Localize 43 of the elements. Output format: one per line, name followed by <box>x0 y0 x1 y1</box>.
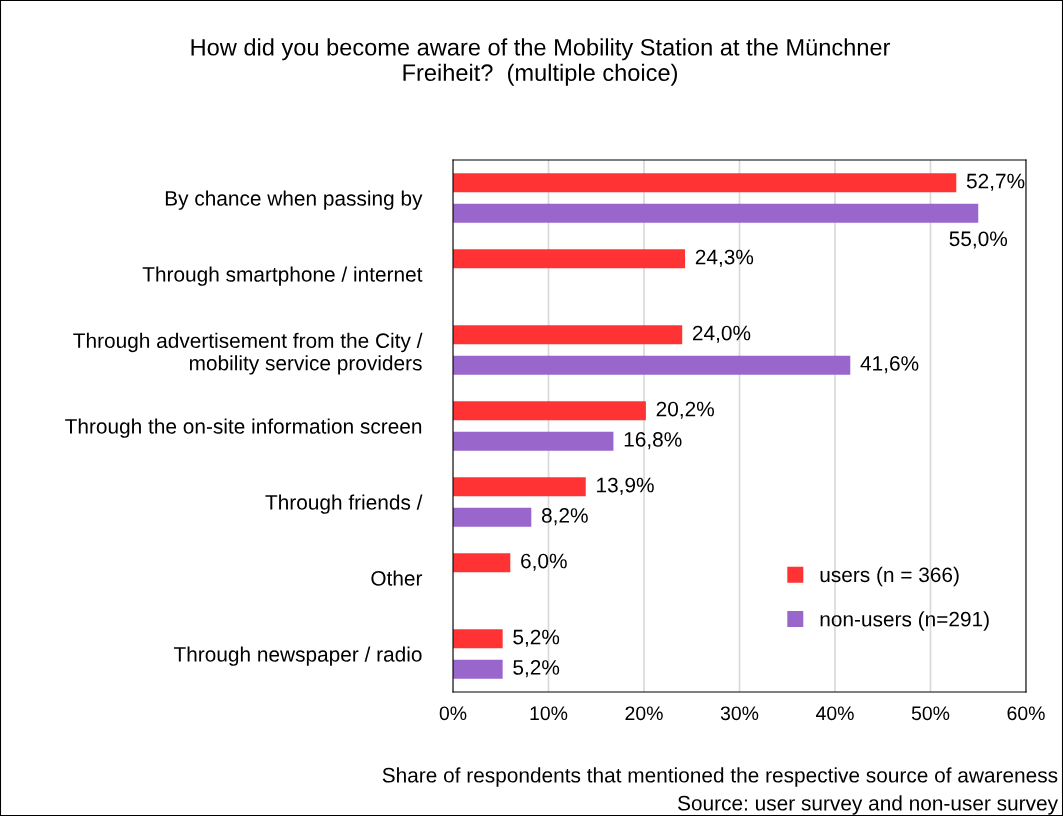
text: Share of respondents that mentioned the respective source of awareness <box>382 767 1058 787</box>
x-tick-label: 20% <box>625 706 663 721</box>
data-label: 41,6% <box>860 356 919 374</box>
chart-title: How did you become aware of the Mobility Station at the Münchner Freiheit? (multiple choice) <box>191 38 891 86</box>
bar <box>453 477 586 497</box>
data-label: 6,0% <box>521 553 567 571</box>
y-tick-label: By chance when passing by <box>165 190 423 210</box>
bar <box>453 173 957 193</box>
bar <box>453 249 686 269</box>
bar <box>453 355 851 375</box>
x-tick-label: 0% <box>439 706 467 721</box>
bar <box>453 325 683 345</box>
legend-label: non-users (n=291) <box>820 611 989 631</box>
x-tick-label: 60% <box>1007 706 1045 721</box>
y-tick-label: Through newspaper / radio <box>173 646 422 666</box>
x-tick-label: 30% <box>720 706 759 721</box>
data-label: 5,2% <box>513 629 560 647</box>
bar <box>453 401 646 421</box>
data-label: 16,8% <box>624 432 682 450</box>
y-tick-label: Through advertisement from the City / mobility service providers <box>73 332 423 375</box>
x-tick-label: 10% <box>530 706 568 721</box>
bar <box>453 553 511 573</box>
y-tick-label: Through the on-site information screen <box>65 418 422 438</box>
bar <box>453 431 614 451</box>
data-label: 55,0% <box>949 231 1008 249</box>
source-note: Source: user survey and non-user survey <box>678 795 1058 815</box>
bar <box>453 629 503 649</box>
y-tick-label: Other <box>371 570 423 586</box>
y-tick-label: Through smartphone / internet <box>142 266 423 286</box>
legend-label: users (n = 366) <box>820 566 959 587</box>
bar <box>453 659 503 679</box>
data-label: 24,3% <box>695 249 754 267</box>
data-label: 13,9% <box>597 477 654 495</box>
y-tick-label: Through friends / <box>265 494 423 514</box>
data-label: 52,7% <box>966 173 1025 191</box>
data-label: 8,2% <box>541 508 588 526</box>
x-tick-label: 50% <box>911 706 950 721</box>
x-tick-label: 40% <box>815 706 854 721</box>
bar <box>453 203 979 223</box>
data-label: 24,0% <box>692 325 751 343</box>
bar <box>453 507 532 527</box>
data-label: 20,2% <box>656 401 714 419</box>
data-label: 5,2% <box>513 660 560 678</box>
